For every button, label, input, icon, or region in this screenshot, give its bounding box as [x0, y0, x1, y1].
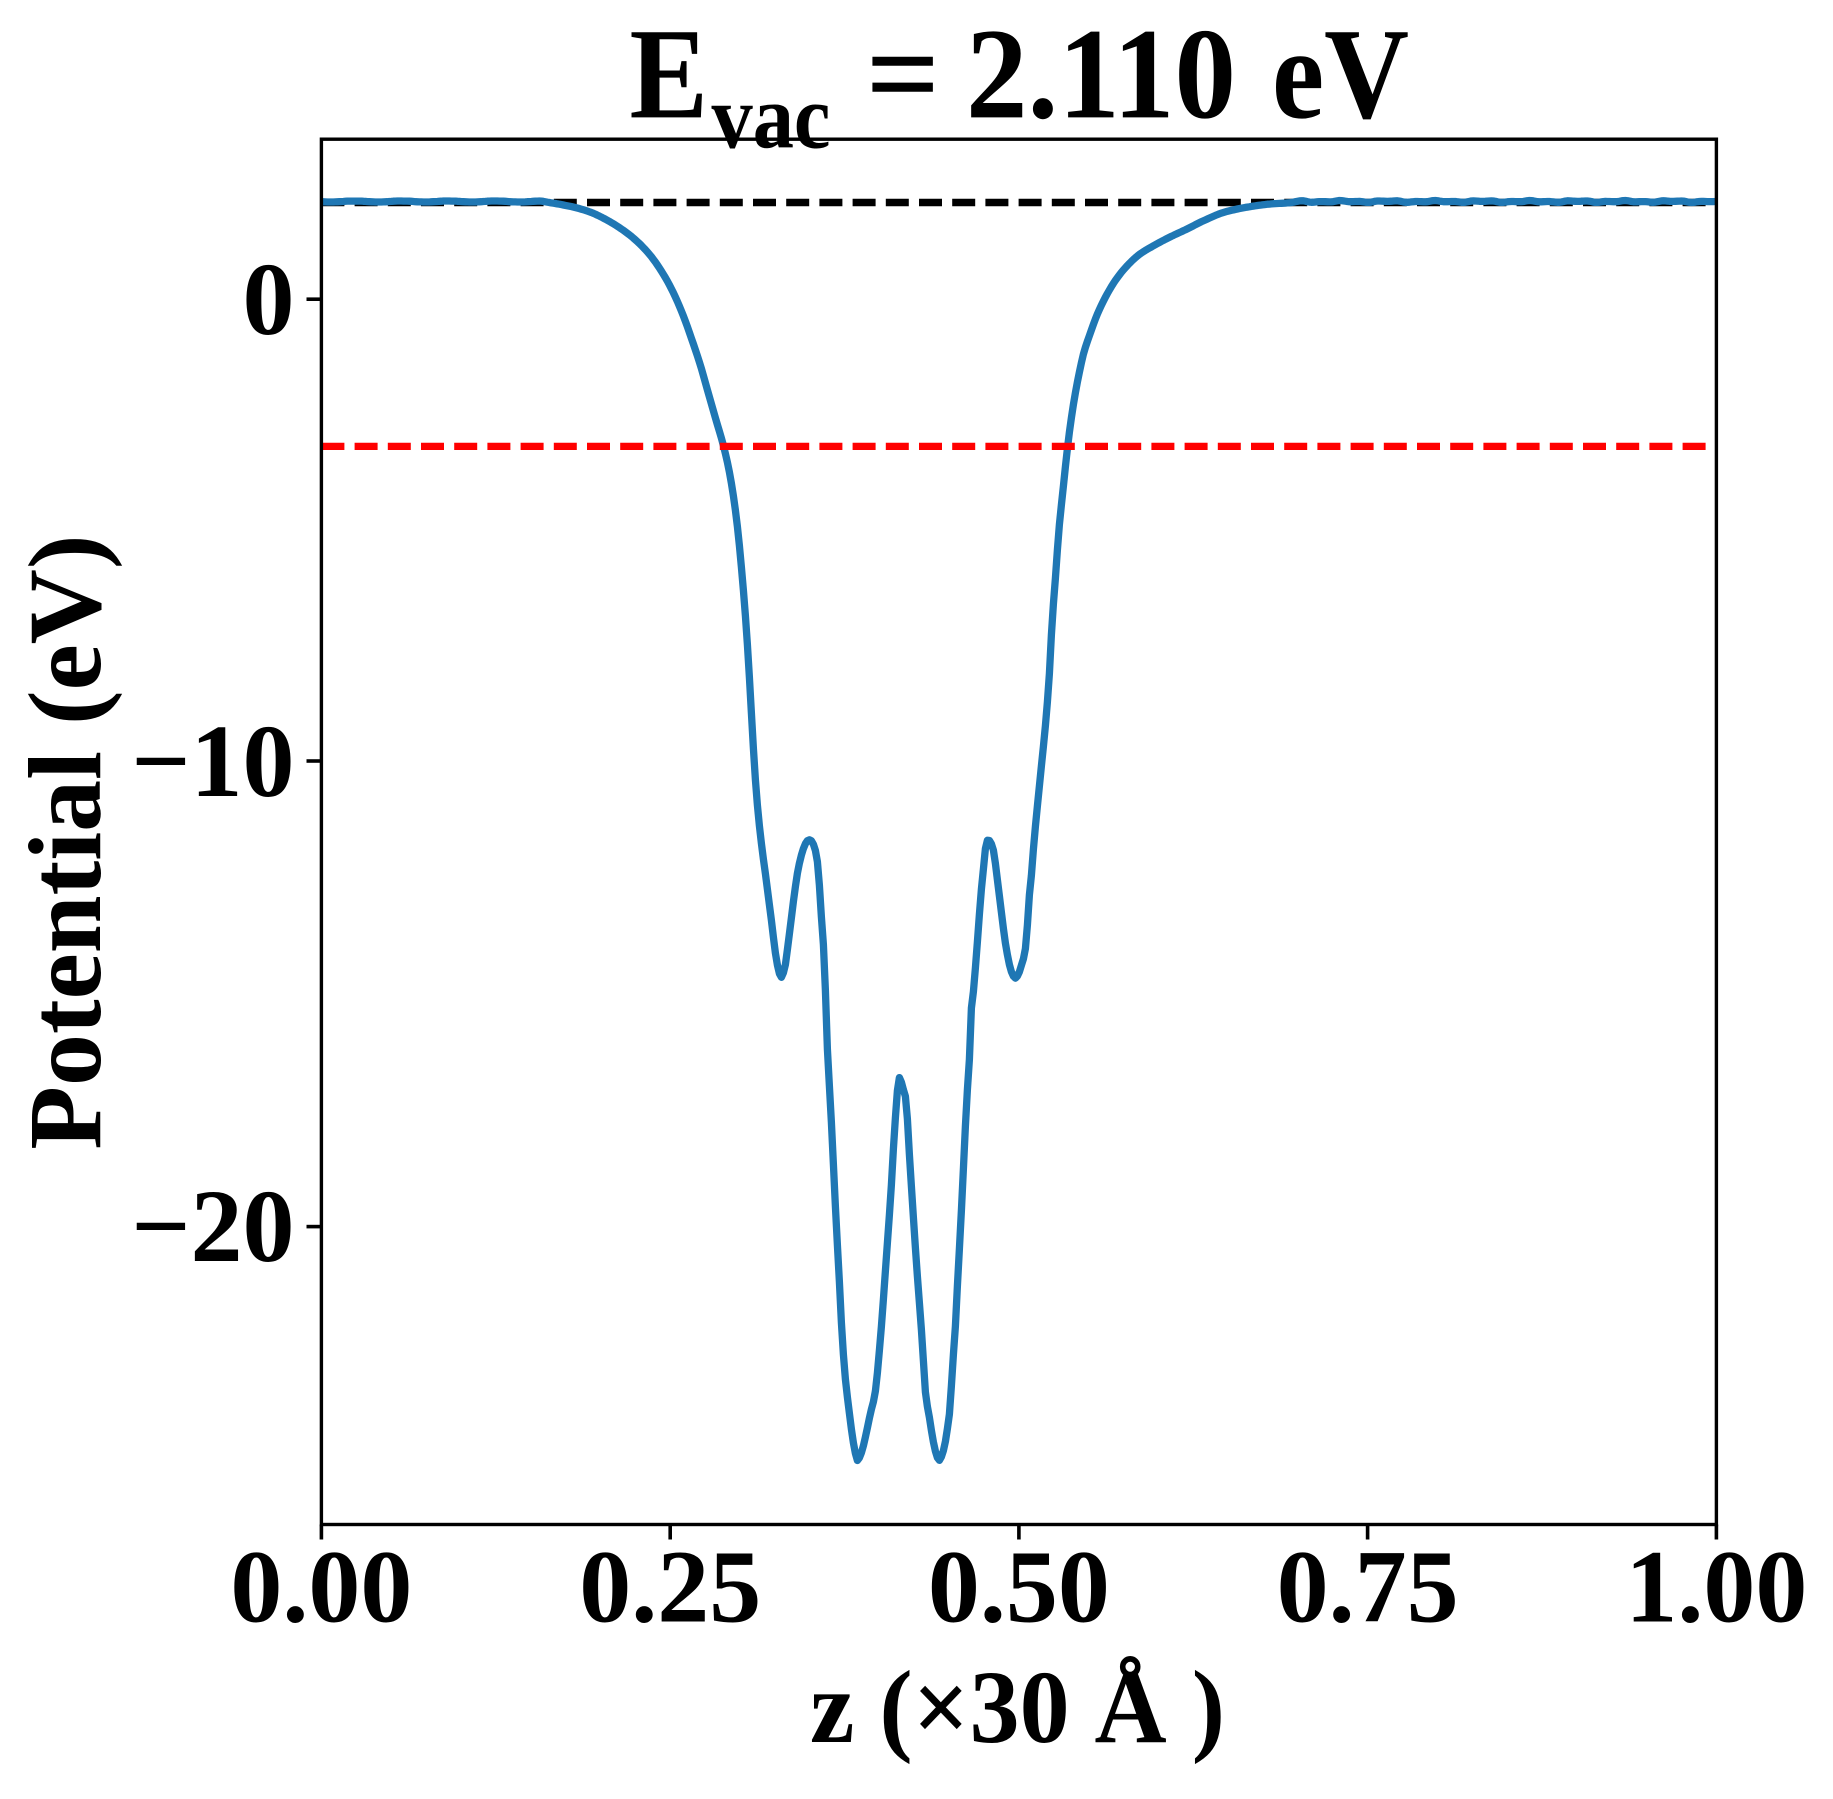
svg-text:1.00: 1.00 [1625, 1530, 1807, 1645]
svg-text:=: = [866, 2, 940, 146]
svg-text:E: E [630, 2, 709, 146]
svg-text:−10: −10 [131, 704, 294, 819]
svg-text:0.50: 0.50 [928, 1530, 1110, 1645]
svg-text:0.25: 0.25 [579, 1530, 761, 1645]
svg-text:0.75: 0.75 [1277, 1530, 1459, 1645]
svg-text:Potential (eV): Potential (eV) [8, 534, 123, 1149]
svg-text:z (×30 Å ): z (×30 Å ) [810, 1650, 1225, 1765]
svg-text:vac: vac [712, 67, 831, 168]
svg-text:−20: −20 [131, 1169, 294, 1284]
svg-text:0: 0 [243, 242, 295, 357]
svg-text:eV: eV [1272, 2, 1409, 146]
svg-text:0.00: 0.00 [230, 1530, 412, 1645]
svg-text:2.110: 2.110 [966, 2, 1236, 146]
